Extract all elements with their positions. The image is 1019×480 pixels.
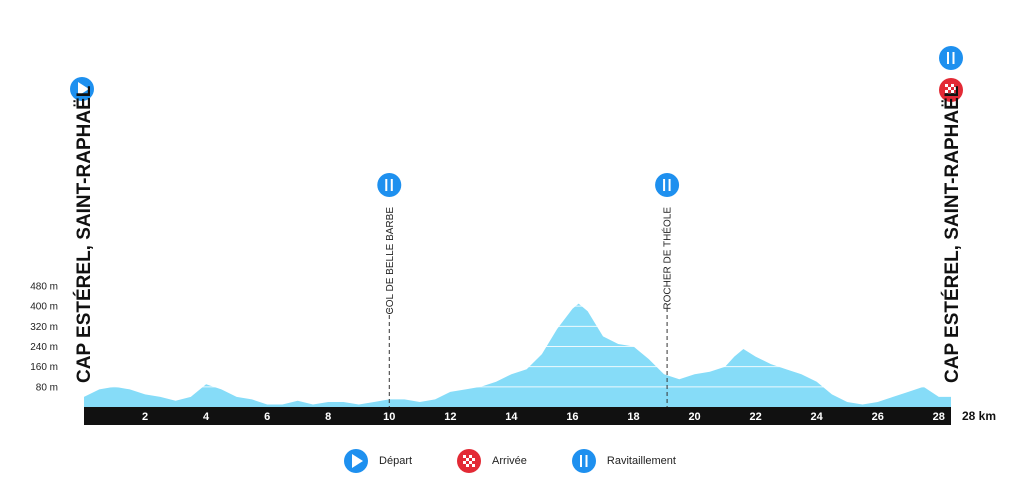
x-tick-label: 24 [811, 411, 824, 423]
checkpoint-label: ROCHER DE THÉOLE [661, 207, 674, 310]
checkpoint: COL DE BELLE BARBE [377, 173, 402, 407]
feed-icon [571, 449, 596, 473]
finish-icon [939, 78, 963, 102]
checkpoints: COL DE BELLE BARBE ROCHER DE THÉOLE [377, 173, 680, 407]
x-tick-label: 10 [383, 411, 395, 423]
start-icon [344, 449, 369, 473]
x-tick-label: 2 [142, 411, 148, 423]
x-axis-unit-label: 28 km [962, 409, 996, 423]
x-tick-label: 14 [505, 411, 518, 423]
legend-item-finish: Arrivée [456, 448, 527, 474]
finish-marker: CAP ESTÉREL, SAINT-RAPHAËL [939, 46, 963, 383]
finish-icon [457, 449, 482, 473]
x-tick-label: 6 [264, 411, 270, 423]
start-marker: CAP ESTÉREL, SAINT-RAPHAËL [70, 77, 95, 383]
legend-label: Ravitaillement [606, 455, 676, 467]
y-tick-label: 160 m [30, 362, 58, 373]
finish-location-label: CAP ESTÉREL, SAINT-RAPHAËL [941, 85, 963, 383]
x-tick-label: 26 [872, 411, 884, 423]
legend-item-feed: Ravitaillement [571, 448, 676, 474]
legend-label: Arrivée [492, 455, 527, 467]
y-tick-label: 80 m [36, 382, 58, 393]
elevation-gridlines [84, 285, 951, 388]
legend-item-start: Départ [343, 448, 412, 474]
elevation-area [84, 303, 951, 407]
feed-icon [655, 173, 680, 197]
x-axis-bar [84, 407, 951, 425]
y-tick-label: 400 m [30, 302, 58, 313]
start-location-label: CAP ESTÉREL, SAINT-RAPHAËL [73, 85, 95, 383]
checkpoint: ROCHER DE THÉOLE [655, 173, 680, 407]
x-tick-label: 4 [203, 411, 210, 423]
y-tick-label: 480 m [30, 282, 58, 293]
y-axis-ticks: 80 m 160 m 240 m 320 m 400 m 480 m [30, 282, 58, 394]
x-tick-label: 20 [688, 411, 700, 423]
checkpoint-label: COL DE BELLE BARBE [385, 207, 396, 315]
x-tick-label: 18 [627, 411, 639, 423]
y-tick-label: 240 m [30, 342, 58, 353]
x-axis-ticks: 2 4 6 8 10 12 14 16 18 20 22 24 26 28 [142, 411, 945, 423]
legend: Départ Arrivée Ravitaillement [0, 448, 1019, 474]
x-tick-label: 12 [444, 411, 456, 423]
legend-label: Départ [379, 455, 413, 467]
y-tick-label: 320 m [30, 322, 58, 333]
x-tick-label: 16 [566, 411, 578, 423]
finish-feed-icon [939, 46, 963, 70]
x-tick-label: 8 [325, 411, 331, 423]
x-tick-label: 28 [933, 411, 945, 423]
feed-icon [377, 173, 402, 197]
x-tick-label: 22 [749, 411, 761, 423]
